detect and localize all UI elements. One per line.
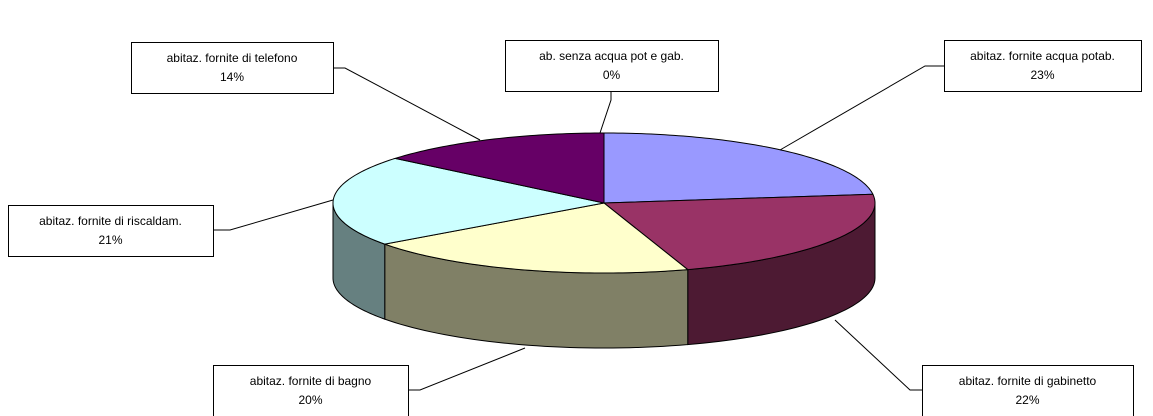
slice [603, 132, 874, 204]
leader-line [213, 199, 334, 231]
leader-line [599, 92, 612, 134]
leader-line [333, 67, 481, 141]
leader-line [779, 65, 944, 151]
slice [602, 193, 876, 271]
label-box [131, 42, 334, 94]
leader-line [834, 319, 922, 391]
label-name: abitaz. fornite acqua potab. [970, 49, 1115, 63]
label-box [505, 40, 719, 92]
label-value: 22% [1015, 393, 1039, 407]
label-value: 21% [98, 233, 122, 247]
label-name: abitaz. fornite di bagno [250, 374, 372, 388]
label-name: abitaz. fornite di gabinetto [959, 374, 1097, 388]
slice [332, 157, 605, 245]
label-box [8, 205, 214, 257]
label-value: 0% [603, 68, 621, 82]
label-box [922, 365, 1134, 416]
label-value: 14% [220, 70, 244, 84]
label-name: abitaz. fornite di telefono [167, 51, 298, 65]
label-name: abitaz. fornite di riscaldam. [39, 214, 182, 228]
label-box [213, 365, 409, 416]
leader-line [408, 347, 526, 391]
label-name: ab. senza acqua pot e gab. [539, 49, 684, 63]
label-value: 23% [1030, 68, 1054, 82]
slice [382, 202, 690, 274]
slice [393, 132, 605, 204]
label-value: 20% [298, 393, 322, 407]
label-box [944, 40, 1142, 92]
